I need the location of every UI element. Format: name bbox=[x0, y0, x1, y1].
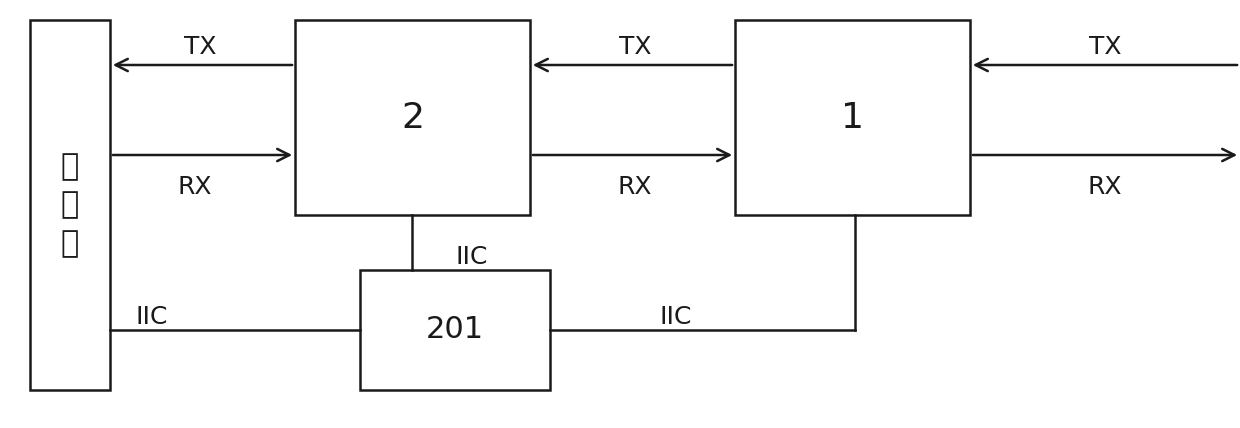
Text: 2: 2 bbox=[401, 101, 424, 134]
Text: 电
接
口: 电 接 口 bbox=[61, 152, 79, 258]
Text: TX: TX bbox=[1089, 35, 1121, 59]
Bar bbox=[360, 270, 551, 390]
Text: IIC: IIC bbox=[135, 305, 167, 329]
Text: IIC: IIC bbox=[660, 305, 692, 329]
Text: IIC: IIC bbox=[455, 245, 487, 269]
Bar bbox=[735, 20, 970, 215]
Bar bbox=[295, 20, 529, 215]
Text: RX: RX bbox=[618, 175, 652, 199]
Text: TX: TX bbox=[619, 35, 651, 59]
Text: TX: TX bbox=[184, 35, 216, 59]
Text: 201: 201 bbox=[425, 315, 484, 345]
Bar bbox=[30, 20, 110, 390]
Text: RX: RX bbox=[1087, 175, 1122, 199]
Text: 1: 1 bbox=[841, 101, 864, 134]
Text: RX: RX bbox=[177, 175, 212, 199]
